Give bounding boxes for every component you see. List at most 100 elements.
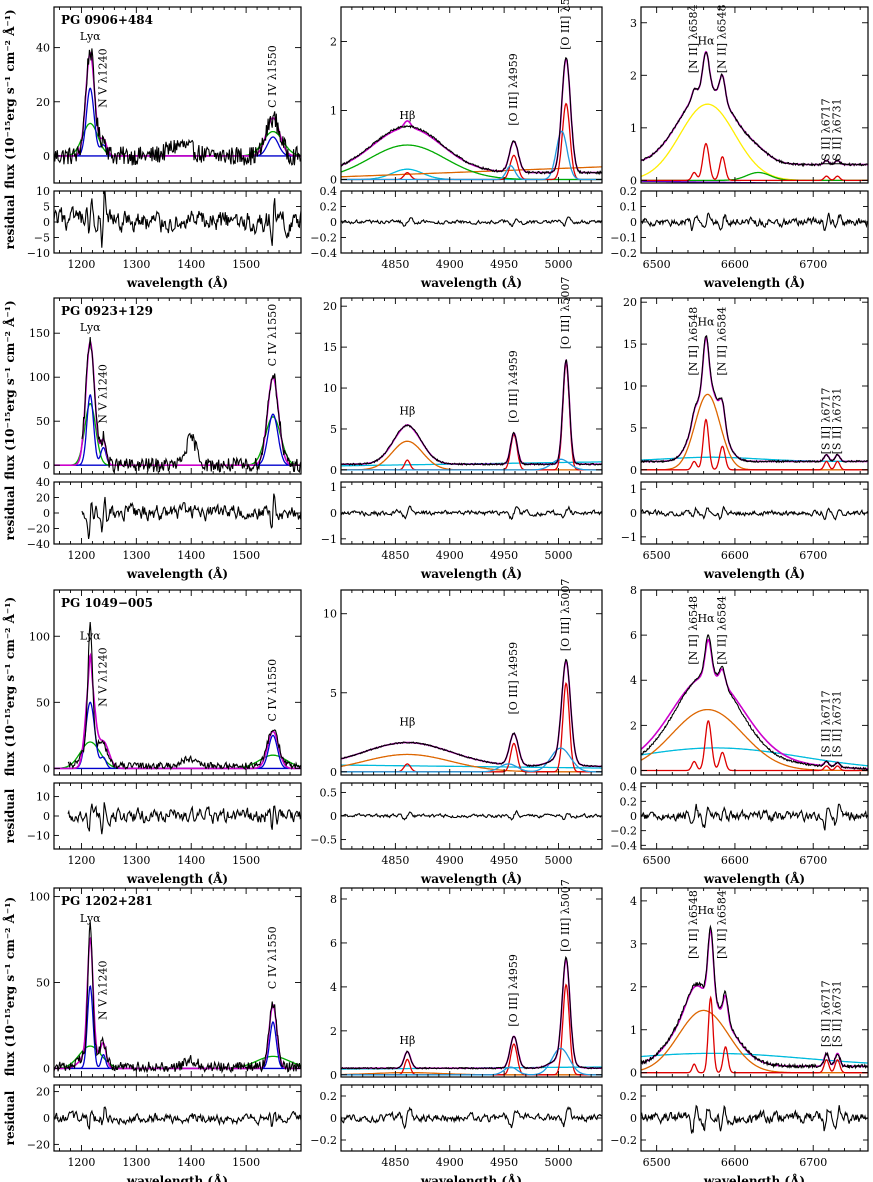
data-spectrum — [341, 955, 602, 1070]
line-label: C IV λ1550 — [266, 659, 279, 722]
x-tick-label: 1200 — [67, 549, 95, 562]
x-tick-label: 1300 — [122, 854, 150, 867]
residual-y-tick-label: 0 — [330, 1112, 337, 1125]
residual-curve — [67, 802, 301, 835]
y-tick-label: 10 — [323, 608, 337, 621]
x-tick-label: 1200 — [67, 1156, 95, 1169]
y-tick-label: 150 — [29, 327, 50, 340]
model-components — [641, 335, 868, 471]
line-label: N V λ1240 — [96, 364, 109, 424]
residual-y-tick-label: 0.2 — [620, 1090, 638, 1103]
line-label: Lyα — [80, 912, 101, 925]
y-tick-label: 1 — [330, 105, 337, 118]
main-axes-frame — [53, 6, 302, 184]
y-tick-label: 0 — [330, 174, 337, 187]
intermediate-component — [341, 1047, 602, 1076]
y-tick-label: 5 — [630, 422, 637, 435]
x-tick-label: 4950 — [490, 1156, 518, 1169]
y-tick-label: 4 — [630, 895, 637, 908]
panel-r3c1: 0 2 4 6 8 Hβ [O III] λ4959 [O III] λ5007 −0.2 0 0.… — [310, 879, 603, 1182]
residual-axes-frame — [640, 782, 869, 850]
main-axes-frame — [53, 297, 302, 475]
total-component — [54, 652, 301, 770]
panel-r3c0: 0 50 100 Lyα N V λ1240 C IV λ1550 PG 1202+281 −… — [2, 887, 302, 1182]
residual-y-tick-label: −10 — [27, 829, 50, 842]
model-components — [54, 621, 301, 771]
residual-y-tick-label: 0.2 — [620, 185, 638, 198]
y-tick-label: 20 — [323, 300, 337, 313]
y-tick-label: 5 — [330, 423, 337, 436]
y-tick-label: 10 — [623, 380, 637, 393]
residual-y-tick-label: −0.4 — [310, 247, 337, 260]
y-tick-label: 0 — [330, 1069, 337, 1082]
x-tick-label: 1200 — [67, 854, 95, 867]
object-name: PG 0906+484 — [61, 13, 153, 27]
x-axis-label: wavelength (Å) — [703, 566, 805, 581]
residual-curve — [54, 1106, 301, 1130]
x-axis-label: wavelength (Å) — [703, 275, 805, 290]
x-tick-label: 6600 — [721, 258, 749, 271]
line-label: [S II] λ6731 — [831, 980, 844, 1047]
cont2-component — [641, 747, 868, 767]
line-label: Hα — [697, 34, 715, 47]
residual-y-tick-label: −1 — [621, 531, 637, 544]
y-tick-label: 3 — [630, 17, 637, 30]
x-tick-label: 4850 — [381, 854, 409, 867]
line-label: [N II] λ6548 — [715, 4, 728, 73]
line-label: Lyα — [80, 30, 101, 43]
x-tick-label: 4900 — [436, 258, 464, 271]
line-label: Hβ — [399, 716, 415, 729]
residual-line — [641, 803, 868, 831]
residual-y-tick-label: 0.1 — [620, 201, 638, 214]
residual-axes-frame — [340, 481, 603, 545]
data-spectrum — [641, 924, 868, 1070]
x-axis-label: wavelength (Å) — [126, 566, 228, 581]
residual-axes-frame — [340, 1084, 603, 1152]
line-label: N V λ1240 — [96, 647, 109, 707]
residual-line — [341, 505, 602, 521]
residual-line — [54, 191, 301, 248]
x-tick-label: 6700 — [799, 854, 827, 867]
y-tick-label: 1 — [630, 122, 637, 135]
y-tick-label: 0 — [330, 464, 337, 477]
y-tick-label: 15 — [623, 338, 637, 351]
broad2-component — [341, 144, 602, 181]
line-label: [S II] λ6717 — [820, 980, 833, 1047]
model-components — [341, 658, 602, 773]
residual-y-tick-label: 10 — [36, 791, 50, 804]
y-tick-label: 0 — [630, 174, 637, 187]
line-label: Hβ — [399, 1034, 415, 1047]
line-label: [O III] λ4959 — [507, 954, 520, 1027]
residual-y-tick-label: −0.2 — [610, 825, 637, 838]
flux-axis-label: flux (10⁻¹⁵erg s⁻¹ cm⁻² Å⁻¹) — [2, 897, 17, 1076]
data-spectrum — [341, 359, 602, 467]
x-tick-label: 1400 — [177, 549, 205, 562]
residual-line — [54, 1106, 301, 1130]
line-label: [O III] λ5007 — [559, 579, 572, 652]
line-label: [S II] λ6731 — [831, 98, 844, 165]
y-tick-label: 0 — [630, 1067, 637, 1080]
flux-axis-label: flux (10⁻¹⁵erg s⁻¹ cm⁻² Å⁻¹) — [2, 597, 17, 776]
x-axis-label: wavelength (Å) — [126, 275, 228, 290]
y-tick-label: 8 — [630, 584, 637, 597]
y-tick-label: 4 — [630, 674, 637, 687]
model-components — [641, 634, 868, 772]
x-tick-label: 1200 — [67, 258, 95, 271]
residual-y-tick-label: 0.2 — [320, 1090, 338, 1103]
total-component — [54, 936, 301, 1070]
x-tick-label: 4850 — [381, 549, 409, 562]
line-label: [N II] λ6548 — [687, 596, 700, 665]
x-axis-label: wavelength (Å) — [420, 871, 522, 886]
x-tick-label: 6500 — [643, 1156, 671, 1169]
model-components — [641, 924, 868, 1074]
line-label: [S II] λ6717 — [820, 690, 833, 757]
object-name: PG 1049−005 — [61, 596, 153, 610]
residual-y-tick-label: −0.2 — [610, 247, 637, 260]
cont2-component — [641, 456, 868, 463]
residual-curve — [341, 809, 602, 821]
total-component — [341, 359, 602, 465]
x-tick-label: 5000 — [545, 549, 573, 562]
residual-y-tick-label: 0 — [43, 810, 50, 823]
